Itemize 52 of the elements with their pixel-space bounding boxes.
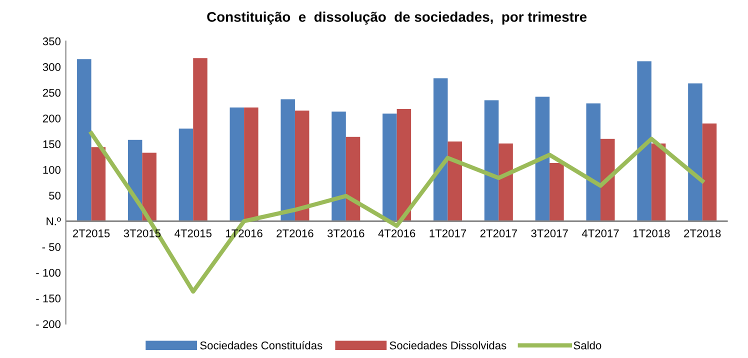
y-tick-label: 50 — [49, 192, 61, 200]
bar — [651, 144, 666, 222]
bar — [433, 78, 448, 222]
bar — [77, 59, 92, 222]
y-tick-label: - 50 — [42, 243, 61, 251]
x-tick-label: 4T2016 — [378, 229, 416, 238]
x-tick-label: 2T2018 — [684, 229, 721, 238]
y-tick-label: - 200 — [36, 320, 61, 328]
x-tick-label: 2T2015 — [73, 229, 110, 238]
bar — [193, 58, 208, 222]
bar — [484, 100, 499, 222]
y-tick-label: 350 — [42, 37, 61, 46]
bar — [550, 163, 564, 222]
bar — [498, 144, 513, 222]
bar — [91, 147, 106, 222]
y-tick-label: 200 — [42, 114, 61, 122]
x-tick-label: 3T2017 — [531, 229, 568, 238]
x-tick-label: 4T2017 — [582, 229, 619, 238]
y-tick-label: 150 — [43, 140, 61, 148]
x-tick-label: 1T2018 — [633, 229, 670, 238]
bar — [244, 108, 258, 222]
y-tick-label: - 100 — [36, 268, 61, 277]
y-tick-label: 300 — [42, 63, 61, 72]
bar — [346, 136, 360, 222]
bar — [382, 114, 397, 222]
x-tick-label: 3T2016 — [327, 229, 364, 238]
x-tick-label: 1T2017 — [430, 229, 466, 238]
bar — [637, 61, 652, 222]
legend-label: Saldo — [574, 341, 602, 350]
bar — [688, 83, 702, 222]
y-tick-label: - 150 — [36, 294, 61, 302]
bar — [586, 103, 600, 222]
y-tick-label: 250 — [42, 88, 61, 97]
bar — [332, 112, 346, 222]
bar — [396, 109, 412, 222]
bar — [448, 141, 462, 222]
y-tick-label: 100 — [43, 166, 61, 174]
bar — [280, 99, 295, 222]
x-tick-label: 4T2015 — [174, 229, 212, 238]
legend-label: Sociedades Constituídas — [200, 341, 322, 350]
y-tick-label: N.º — [46, 217, 61, 226]
legend-label: Sociedades Dissolvidas — [390, 341, 506, 350]
bar — [535, 96, 550, 222]
bar — [178, 128, 194, 222]
bar — [294, 110, 310, 222]
x-tick-label: 2T2017 — [480, 229, 517, 238]
bar — [230, 108, 244, 222]
x-tick-label: 2T2016 — [276, 229, 314, 238]
bar — [702, 123, 717, 222]
bar — [142, 152, 156, 222]
bar — [600, 138, 615, 222]
chart-title: Constituição e dissolução de sociedades, por trimestre — [207, 12, 587, 25]
